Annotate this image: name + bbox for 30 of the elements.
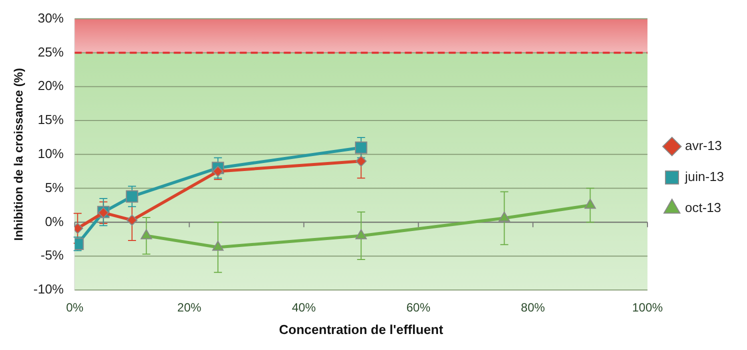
legend-label: juin-13: [684, 169, 724, 184]
legend-label: avr-13: [684, 138, 722, 154]
point: [354, 141, 368, 154]
y-tick-label: 30%: [38, 10, 64, 26]
y-tick-label: 0%: [44, 214, 64, 229]
point: [212, 240, 224, 251]
point: [584, 198, 596, 209]
point: [498, 212, 510, 222]
y-tick-label: 25%: [38, 44, 64, 60]
x-tick-label: 60%: [406, 300, 431, 315]
x-tick-label: 100%: [632, 300, 664, 315]
y-tick-label: 10%: [38, 146, 64, 161]
point: [126, 214, 138, 226]
y-axis-title: Inhibition de la croissance (%): [12, 68, 26, 241]
x-tick-label: 80%: [520, 300, 546, 315]
x-tick-label: 40%: [292, 300, 316, 315]
point: [356, 156, 367, 167]
y-tick-label: 20%: [38, 78, 64, 94]
x-axis-title: Concentration de l'effluent: [279, 322, 444, 337]
x-tick-label: 0%: [66, 300, 84, 315]
point: [126, 190, 138, 203]
y-tick-label: 5%: [44, 180, 64, 195]
x-tick-label: 20%: [177, 300, 202, 315]
point: [140, 229, 152, 240]
legend-label: oct-13: [684, 200, 722, 216]
y-tick-label: -5%: [40, 248, 64, 263]
y-tick-label: -10%: [33, 282, 64, 297]
point: [212, 166, 224, 177]
y-tick-label: 15%: [38, 112, 64, 128]
point: [355, 229, 367, 240]
